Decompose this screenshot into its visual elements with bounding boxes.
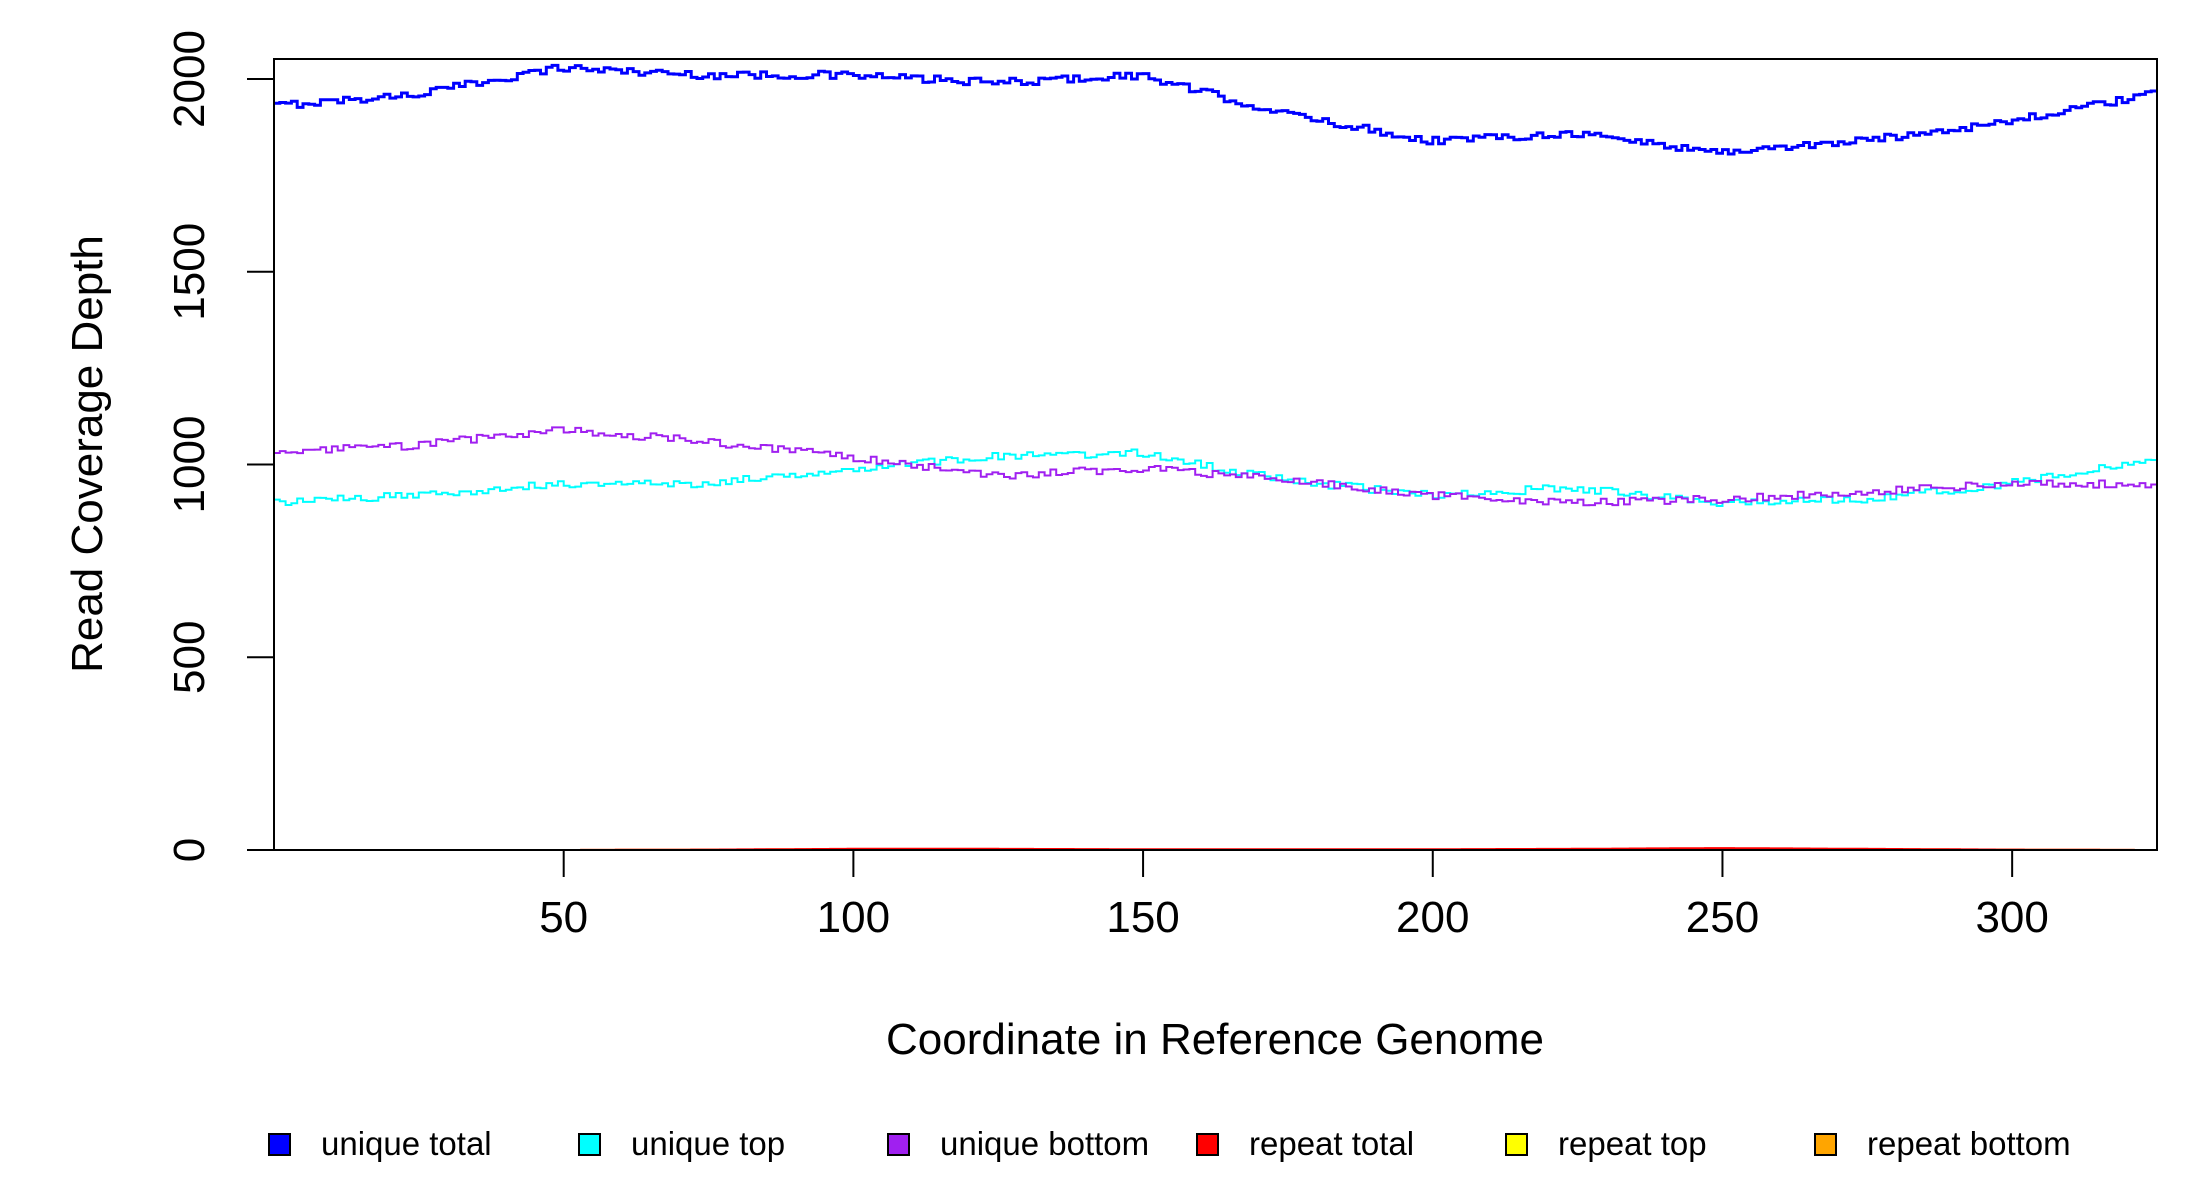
y-tick-label: 1500 (165, 223, 214, 321)
legend-label: repeat total (1249, 1125, 1415, 1162)
series-line-unique-top (274, 448, 2157, 507)
y-axis: 0 500 1000 1500 2000 (165, 30, 275, 862)
x-tick-label: 250 (1686, 893, 1759, 942)
legend-item-repeat-top: repeat top (1505, 1116, 1707, 1172)
y-tick-label: 1000 (165, 416, 214, 514)
legend-label: unique top (631, 1125, 786, 1162)
y-axis-title: Read Coverage Depth (63, 235, 112, 673)
legend-label: unique bottom (940, 1125, 1150, 1162)
legend-item-repeat-total: repeat total (1196, 1116, 1414, 1172)
x-tick-label: 100 (817, 893, 890, 942)
legend-swatch (578, 1132, 601, 1156)
y-tick-label: 0 (165, 838, 214, 862)
y-tick-label: 500 (165, 621, 214, 694)
legend-swatch (268, 1132, 291, 1156)
x-tick-label: 200 (1396, 893, 1469, 942)
legend-swatch (887, 1132, 910, 1156)
legend-item-unique-bottom: unique bottom (887, 1116, 1149, 1172)
legend-item-unique-top: unique top (578, 1116, 785, 1172)
x-axis: 50 100 150 200 250 300 (539, 850, 2049, 942)
legend-item-repeat-bottom: repeat bottom (1814, 1116, 2071, 1172)
plot-frame (273, 58, 2158, 851)
series-line-unique-bottom (274, 426, 2157, 507)
coverage-chart: 50 100 150 200 250 300 0 500 1000 1500 2000 Coord… (63, 30, 2158, 1064)
legend-swatch (1814, 1132, 1837, 1156)
x-axis-title: Coordinate in Reference Genome (886, 1015, 1544, 1064)
legend-swatch (1196, 1132, 1219, 1156)
legend-label: repeat top (1558, 1125, 1707, 1162)
legend-item-unique-total: unique total (268, 1116, 492, 1172)
legend-label: repeat bottom (1867, 1125, 2071, 1162)
x-tick-label: 50 (539, 893, 588, 942)
legend-label: unique total (321, 1125, 492, 1162)
series-line-unique-total (274, 63, 2157, 156)
x-tick-label: 300 (1975, 893, 2048, 942)
legend: unique total unique top unique bottom repea… (0, 1116, 2200, 1176)
x-tick-label: 150 (1106, 893, 1179, 942)
legend-swatch (1505, 1132, 1528, 1156)
y-tick-label: 2000 (165, 30, 214, 128)
